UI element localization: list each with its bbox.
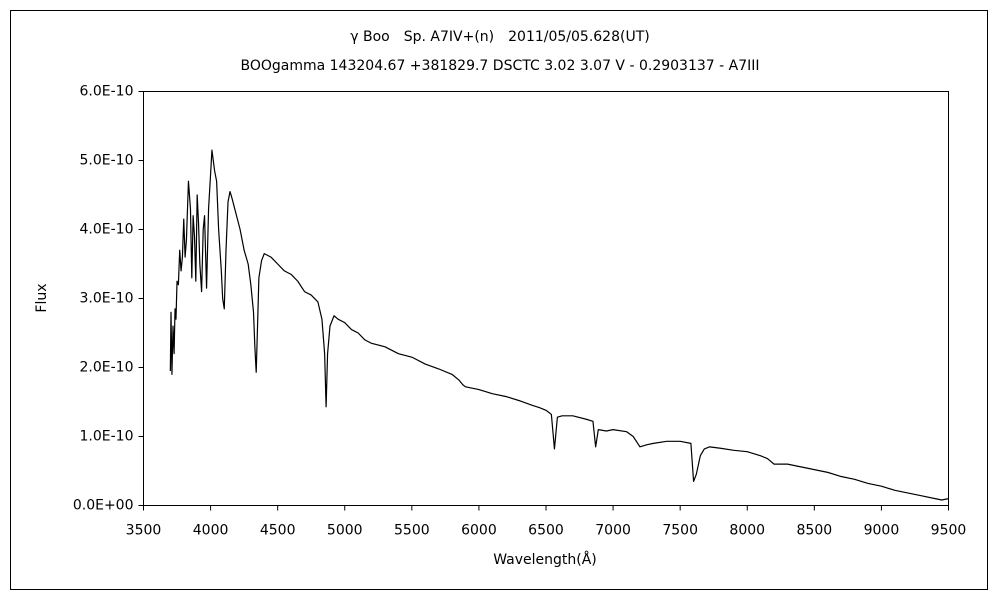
y-tick-label: 2.0E-10	[80, 360, 134, 376]
x-axis-label: Wavelength(Å)	[493, 551, 597, 568]
x-tick-label: 3500	[126, 523, 162, 539]
y-tick-label: 3.0E-10	[80, 291, 134, 307]
y-axis-label: Flux	[34, 283, 50, 312]
x-tick-label: 4500	[260, 523, 296, 539]
chart-title: γ Boo Sp. A7IV+(n) 2011/05/05.628(UT)	[350, 29, 649, 45]
y-tick-label: 4.0E-10	[80, 222, 134, 238]
x-tick-label: 5000	[327, 523, 363, 539]
x-tick-label: 7500	[662, 523, 698, 539]
x-tick-label: 5500	[394, 523, 430, 539]
y-tick-label: 1.0E-10	[80, 429, 134, 445]
x-tick-label: 6500	[528, 523, 564, 539]
x-tick-label: 4000	[193, 523, 229, 539]
x-tick-label: 6000	[461, 523, 497, 539]
x-tick-label: 8500	[797, 523, 833, 539]
chart-subtitle: BOOgamma 143204.67 +381829.7 DSCTC 3.02 …	[240, 58, 759, 74]
x-tick-label: 7000	[595, 523, 631, 539]
y-tick-label: 0.0E+00	[73, 498, 134, 514]
y-tick-label: 5.0E-10	[80, 153, 134, 169]
y-tick-label: 6.0E-10	[80, 84, 134, 100]
spectrum-line	[169, 149, 949, 501]
x-tick-label: 8000	[729, 523, 765, 539]
plot-area	[143, 91, 949, 506]
x-tick-label: 9500	[931, 523, 967, 539]
x-tick-label: 9000	[864, 523, 900, 539]
